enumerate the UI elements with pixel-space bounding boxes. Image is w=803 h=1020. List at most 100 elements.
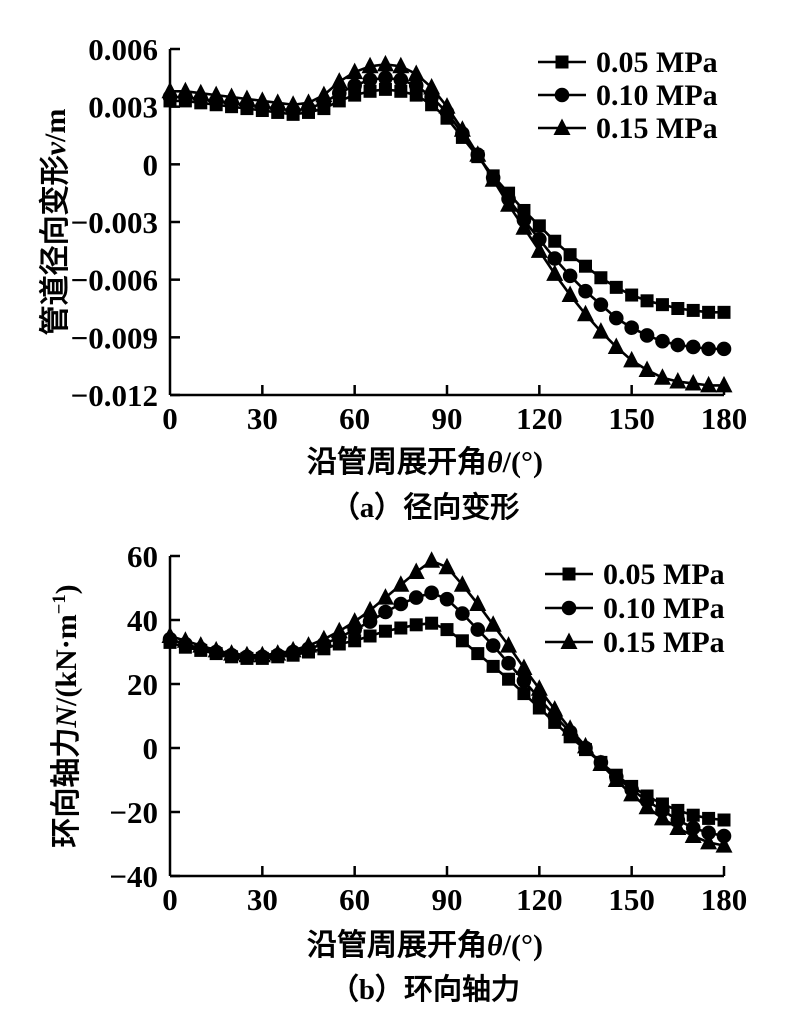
square-marker [686, 808, 700, 822]
triangle-marker [453, 120, 471, 137]
square-marker [686, 303, 700, 317]
square-marker [717, 305, 731, 319]
triangle-marker [500, 195, 518, 212]
series-0.15-mpa [161, 551, 733, 853]
x-tick-label: 150 [608, 401, 655, 436]
square-marker [425, 616, 439, 630]
triangle-marker [623, 784, 641, 802]
x-tick-label: 30 [247, 882, 278, 917]
square-marker [640, 294, 654, 308]
axis-label-part: −1 [49, 594, 70, 615]
circle-marker [408, 590, 424, 605]
triangle-marker [192, 83, 210, 101]
circle-marker [716, 828, 732, 844]
triangle-marker [376, 54, 394, 72]
circle-marker [378, 604, 393, 620]
triangle-marker [469, 594, 487, 611]
chart-a-plot: 0 30 60 90 120 150 180 0.006 0.003 0 −0.003 −0.006 −… [71, 32, 748, 436]
y-tick-label: −0.009 [71, 320, 158, 355]
x-tick-label: 150 [608, 882, 655, 917]
circle-marker [408, 78, 424, 93]
triangle-marker [407, 562, 425, 579]
circle-marker [532, 232, 547, 247]
axis-label-part: /(°) [502, 929, 543, 962]
triangle-marker [392, 575, 410, 592]
circle-marker [624, 320, 639, 336]
triangle-marker [669, 818, 687, 835]
square-marker [486, 659, 500, 673]
chart-a-x-axis-label: 沿管周展开角θ/(°) [170, 437, 680, 481]
chart-b-y-axis-label: 环向轴力N/(kN·m−1) [41, 516, 83, 916]
square-marker [594, 271, 608, 285]
triangle-marker [700, 375, 718, 393]
square-marker [409, 618, 423, 632]
circle-marker [516, 673, 532, 689]
triangle-marker [223, 87, 241, 105]
triangle-marker [284, 95, 302, 112]
legend-label: 0.10 MPa [603, 592, 725, 625]
circle-marker [424, 585, 439, 601]
y-tick-label: −40 [109, 859, 158, 894]
legend-label: 0.05 MPa [596, 46, 718, 79]
x-tick-label: 0 [162, 401, 178, 436]
y-tick-label: 40 [127, 603, 158, 638]
square-marker [532, 219, 546, 233]
triangle-marker [546, 700, 564, 717]
triangle-marker [484, 615, 502, 632]
triangle-marker [269, 644, 287, 661]
triangle-marker [484, 170, 502, 187]
triangle-marker [207, 640, 225, 658]
circle-marker [439, 591, 455, 607]
axis-label-part: N [50, 705, 83, 728]
y-tick-label: −0.003 [71, 205, 158, 240]
triangle-marker [315, 85, 333, 103]
x-tick-label: 180 [701, 882, 748, 917]
y-tick-label: −0.006 [71, 263, 158, 298]
x-tick-label: 60 [339, 882, 370, 917]
triangle-marker [684, 373, 702, 391]
legend-label: 0.05 MPa [603, 558, 725, 591]
x-tick-label: 90 [432, 401, 463, 436]
square-marker [717, 813, 731, 827]
triangle-marker [515, 658, 533, 675]
triangle-marker [500, 636, 518, 653]
square-marker [702, 811, 716, 825]
circle-marker [701, 825, 716, 841]
triangle-marker [346, 62, 364, 80]
triangle-marker [638, 797, 656, 815]
triangle-marker [346, 612, 364, 629]
triangle-marker [653, 368, 671, 385]
circle-marker [561, 600, 577, 616]
axis-label-part: 管道径向变形 [39, 155, 72, 336]
circle-marker [501, 655, 516, 671]
circle-marker [547, 251, 563, 266]
square-marker [655, 298, 669, 312]
triangle-marker [438, 557, 456, 575]
axis-label-part: 沿管周展开角 [307, 446, 488, 479]
triangle-marker [700, 832, 718, 850]
y-tick-label: 20 [127, 667, 158, 702]
axis-label-part: 沿管周展开角 [307, 929, 488, 962]
triangle-marker [469, 145, 487, 162]
y-tick-label: 0 [143, 147, 159, 182]
axis-label-part: v [39, 142, 72, 156]
circle-marker [331, 85, 347, 101]
circle-marker [362, 614, 378, 629]
circle-marker [716, 341, 732, 357]
y-tick-label: −0.012 [71, 378, 158, 413]
x-tick-label: 0 [162, 882, 178, 917]
triangle-marker [161, 626, 179, 643]
axis-label-part: 环向轴力 [50, 727, 83, 848]
triangle-marker [392, 56, 410, 74]
square-marker [625, 288, 639, 302]
triangle-marker [577, 304, 594, 322]
triangle-marker [315, 629, 333, 647]
square-marker [502, 672, 516, 686]
axis-label-part: θ [487, 446, 503, 479]
y-tick-label: 0.003 [88, 90, 158, 125]
square-marker [394, 621, 408, 635]
triangle-marker [607, 337, 625, 354]
